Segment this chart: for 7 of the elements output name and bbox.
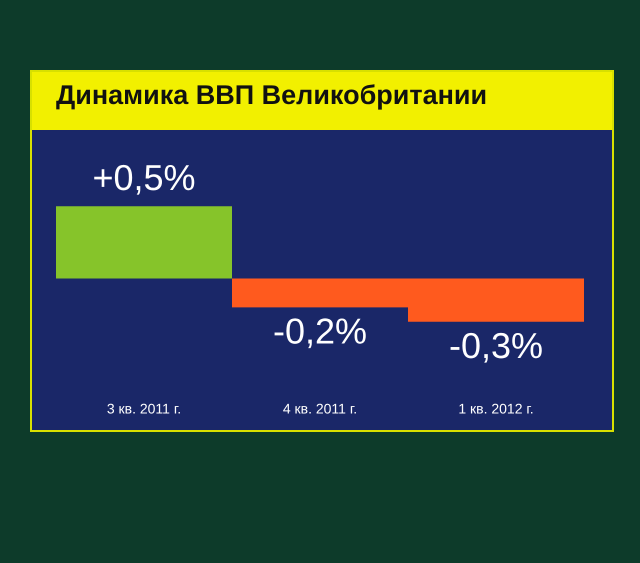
chart-title: Динамика ВВП Великобритании [56,80,488,110]
data-label: -0,3% [448,324,544,366]
data-label: +0,5% [92,157,196,198]
data-label: -0,2% [272,310,368,352]
x-tick-label: 4 кв. 2011 г. [282,400,358,416]
x-tick-label: 1 кв. 2012 г. [458,400,534,416]
x-tick-label: 3 кв. 2011 г. [106,400,182,416]
